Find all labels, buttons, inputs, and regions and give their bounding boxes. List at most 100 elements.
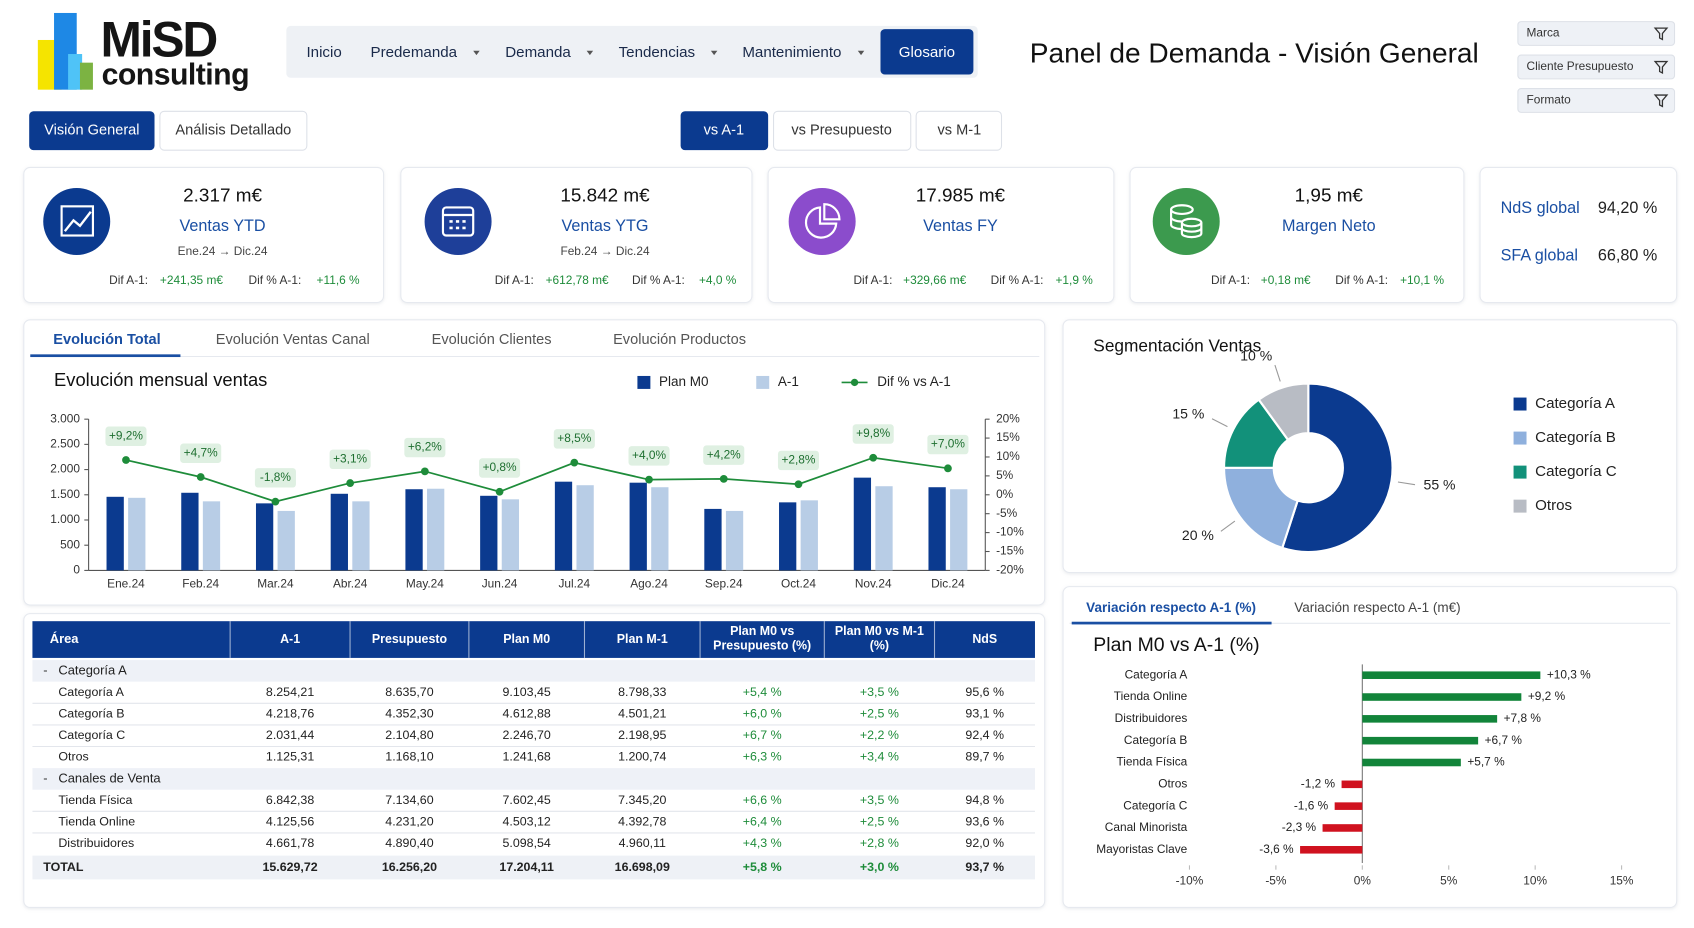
compare-tab-label[interactable]: vs A-1 <box>704 123 745 139</box>
pie-label: 20 % <box>1182 527 1214 543</box>
logo-text: consulting <box>102 59 249 92</box>
table-cell: +2,8 % <box>860 836 899 850</box>
x-tick-label: Ene.24 <box>107 577 145 591</box>
data-label: +6,2% <box>408 440 442 454</box>
kpi-card <box>23 166 385 304</box>
bar <box>1362 693 1522 701</box>
table-cell: 95,6 % <box>965 685 1004 699</box>
data-label-bg <box>852 424 894 444</box>
view-tab-label[interactable]: Visión General <box>44 123 139 139</box>
nav-item[interactable]: Predemanda <box>371 44 458 61</box>
compare-tab-label[interactable]: vs Presupuesto <box>791 123 891 139</box>
variation-tab[interactable]: Variación respecto A-1 (%) <box>1086 600 1256 615</box>
nav-item[interactable]: Inicio <box>306 44 341 61</box>
legend-swatch <box>756 375 770 389</box>
table-row-label: Categoría A <box>58 685 124 699</box>
table-cell: 17.204,11 <box>499 860 554 874</box>
global-label: SFA global <box>1501 246 1578 264</box>
pie-label: 10 % <box>1240 348 1272 364</box>
y2-tick-label: 15% <box>996 430 1020 444</box>
table-header-cell: Plan M0 <box>503 633 550 646</box>
table-cell: 4.501,21 <box>618 706 666 720</box>
variation-tab[interactable]: Variación respecto A-1 (m€) <box>1294 600 1460 615</box>
y-tick-label: 2.500 <box>50 437 80 451</box>
table-cell: 4.661,78 <box>266 836 314 850</box>
kpi-dif-label: Dif A-1: <box>853 273 892 287</box>
x-tick-label: 5% <box>1440 874 1458 888</box>
chart-title: Plan M0 vs A-1 (%) <box>1093 634 1259 656</box>
nav-caret <box>710 50 718 56</box>
kpi-card <box>400 166 753 304</box>
legend-label: A-1 <box>778 374 799 389</box>
table-cell: +3,0 % <box>860 860 899 874</box>
data-label: +5,7 % <box>1467 755 1505 769</box>
kpi-value: 1,95 m€ <box>1295 186 1364 207</box>
nav-item[interactable]: Tendencias <box>619 44 696 61</box>
pie-label: 55 % <box>1424 477 1456 493</box>
compare-tab-active[interactable] <box>680 111 769 151</box>
table-cell: 2.246,70 <box>503 728 551 742</box>
leader-line <box>1274 364 1281 382</box>
filter-box[interactable] <box>1517 54 1676 80</box>
data-label: +9,2% <box>109 428 143 442</box>
table-cell: 7.134,60 <box>385 793 433 807</box>
filter-box[interactable] <box>1517 88 1676 113</box>
logo-text: MiSD <box>100 11 216 67</box>
table-cell: 89,7 % <box>965 750 1004 764</box>
filter-box[interactable] <box>1517 21 1676 46</box>
evolution-tab[interactable]: Evolución Clientes <box>432 332 552 348</box>
table-cell: 8.254,21 <box>266 685 314 699</box>
y-tick-label: 500 <box>60 537 80 551</box>
table-header-cell: NdS <box>972 633 997 646</box>
x-tick-label: Mar.24 <box>257 577 294 591</box>
x-tick-label: Dic.24 <box>931 577 965 591</box>
nav-item[interactable]: Mantenimiento <box>742 44 841 61</box>
data-label: -3,6 % <box>1259 842 1294 856</box>
line-point <box>794 480 803 489</box>
compare-tab[interactable] <box>915 110 1003 151</box>
nav-item[interactable]: Demanda <box>505 44 571 61</box>
data-label: -2,3 % <box>1282 820 1317 834</box>
table-header: Plan M0 vs Presupuesto (%) <box>713 625 812 653</box>
x-tick-label: Feb.24 <box>182 577 219 591</box>
compare-tab-label[interactable]: vs M-1 <box>937 123 981 139</box>
kpi-icon <box>43 187 111 255</box>
table-cell: 1.125,31 <box>266 750 314 764</box>
nav-button-active[interactable] <box>880 29 974 75</box>
tab-underline <box>1071 621 1272 625</box>
kpi-period: Feb.24 → Dic.24 <box>560 244 649 258</box>
evolution-tab[interactable]: Evolución Total <box>53 332 160 348</box>
view-tab[interactable] <box>159 110 308 151</box>
table-cell: 4.890,40 <box>385 836 433 850</box>
bar <box>950 489 968 571</box>
view-tab-active[interactable] <box>29 111 155 151</box>
data-label-bg <box>329 449 371 470</box>
bar <box>1334 802 1363 810</box>
bar <box>181 492 199 571</box>
bar <box>1300 846 1363 854</box>
table-row-label: Categoría B <box>58 706 124 720</box>
bar <box>554 481 573 571</box>
compare-tab[interactable] <box>772 110 912 151</box>
line-point <box>495 487 504 496</box>
bar <box>800 500 818 571</box>
kpi-value: 15.842 m€ <box>560 186 650 207</box>
icon-shape <box>449 220 466 230</box>
kpi-card <box>767 166 1115 304</box>
table-cell: 6.842,38 <box>266 793 314 807</box>
chart-title: Segmentación Ventas <box>1093 335 1261 355</box>
evolution-tab[interactable]: Evolución Ventas Canal <box>216 332 370 348</box>
table-row-label: Tienda Online <box>58 814 135 828</box>
x-tick-label: -5% <box>1265 874 1287 888</box>
table-cell: +2,2 % <box>860 728 899 742</box>
evolution-tab[interactable]: Evolución Productos <box>613 332 746 348</box>
icon-shape <box>60 205 95 237</box>
view-tab-label[interactable]: Análisis Detallado <box>175 123 291 139</box>
table-cell: +6,4 % <box>743 814 782 828</box>
table-header: Plan M-1 <box>616 632 668 646</box>
kpi-dif-label: Dif % A-1: <box>248 273 301 287</box>
nav-item[interactable]: Glosario <box>899 44 955 61</box>
table-cell: 15.629,72 <box>262 860 317 874</box>
kpi-dif: +10,1 % <box>1400 273 1444 287</box>
line-point <box>420 467 429 476</box>
